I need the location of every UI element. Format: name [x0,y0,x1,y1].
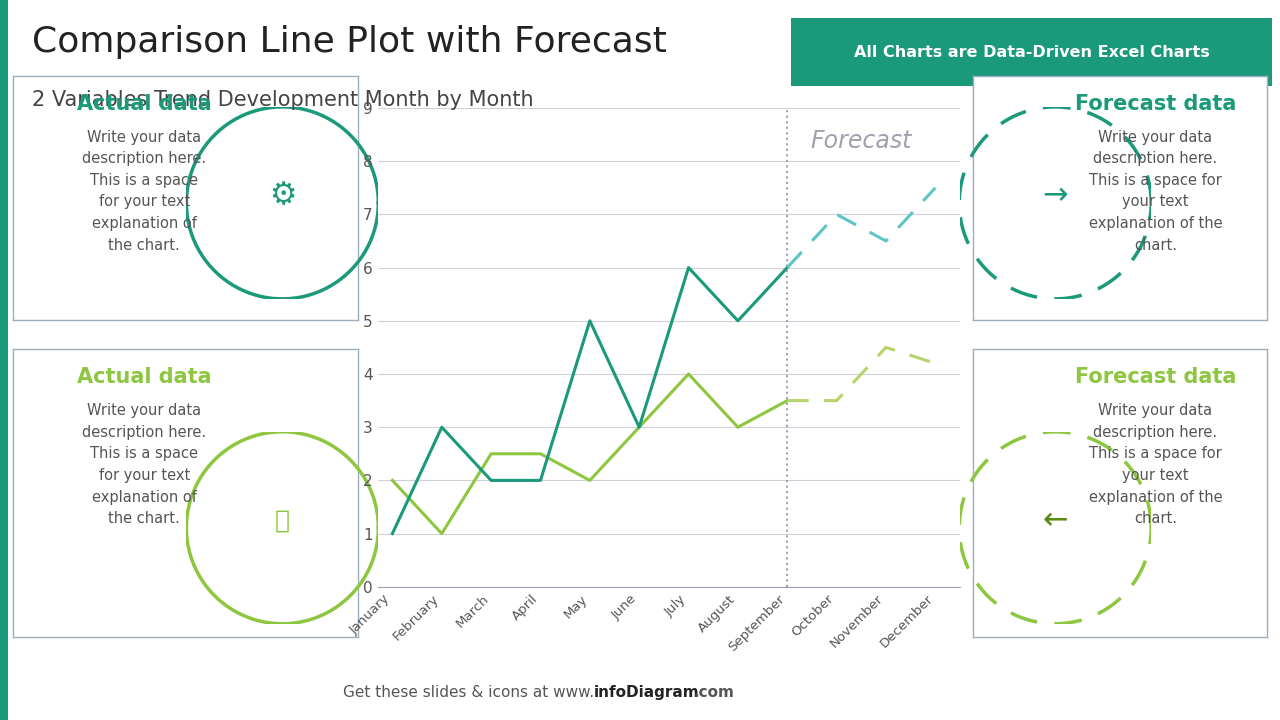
Text: ⚙: ⚙ [269,181,296,210]
Text: Write your data
description here.
This is a space
for your text
explanation of
t: Write your data description here. This i… [82,403,206,526]
Text: Forecast data: Forecast data [1075,367,1236,387]
Text: Actual data: Actual data [77,367,211,387]
Text: ←: ← [1042,506,1068,535]
Text: Get these slides & icons at www.: Get these slides & icons at www. [343,685,594,700]
Text: Write your data
description here.
This is a space for
your text
explanation of t: Write your data description here. This i… [1088,130,1222,253]
Text: Write your data
description here.
This is a space for
your text
explanation of t: Write your data description here. This i… [1088,403,1222,526]
Text: →: → [1042,181,1068,210]
Text: infoDiagram: infoDiagram [594,685,700,700]
Text: .com: .com [694,685,735,700]
Text: ⬛: ⬛ [275,508,289,533]
Text: All Charts are Data-Driven Excel Charts: All Charts are Data-Driven Excel Charts [854,45,1210,60]
Text: Comparison Line Plot with Forecast: Comparison Line Plot with Forecast [32,25,667,59]
Text: Forecast: Forecast [810,130,911,153]
Text: Actual data: Actual data [77,94,211,114]
Text: Forecast data: Forecast data [1075,94,1236,114]
Text: 2 Variables Trend Development Month by Month: 2 Variables Trend Development Month by M… [32,90,534,110]
Text: Write your data
description here.
This is a space
for your text
explanation of
t: Write your data description here. This i… [82,130,206,253]
